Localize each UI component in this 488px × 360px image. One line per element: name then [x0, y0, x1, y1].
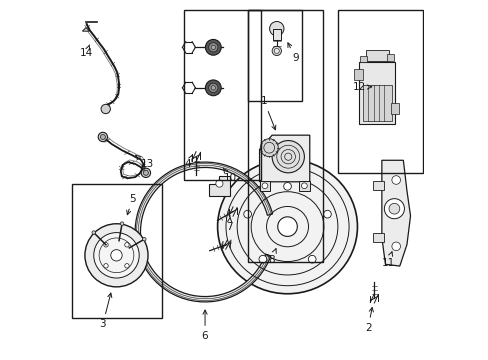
Polygon shape — [259, 135, 309, 182]
Bar — [365, 50, 388, 60]
Circle shape — [308, 255, 315, 263]
Text: 8: 8 — [267, 249, 276, 265]
Circle shape — [388, 203, 399, 214]
Bar — [247, 10, 301, 101]
Circle shape — [94, 233, 139, 278]
Circle shape — [259, 255, 266, 263]
Text: 5: 5 — [126, 194, 136, 215]
Polygon shape — [381, 160, 410, 266]
Circle shape — [271, 140, 304, 173]
Bar — [359, 55, 366, 62]
Circle shape — [100, 134, 105, 139]
Text: 6: 6 — [202, 310, 208, 341]
Circle shape — [384, 199, 404, 219]
Circle shape — [103, 264, 108, 268]
Circle shape — [111, 249, 122, 261]
Circle shape — [391, 176, 400, 184]
Bar — [362, 85, 391, 121]
Bar — [353, 69, 362, 80]
Circle shape — [215, 180, 223, 187]
Circle shape — [283, 183, 291, 190]
Circle shape — [260, 139, 278, 157]
Wedge shape — [135, 162, 272, 302]
Text: 9: 9 — [287, 43, 299, 63]
Bar — [390, 103, 399, 114]
Bar — [259, 181, 270, 191]
Circle shape — [141, 168, 150, 177]
Circle shape — [271, 46, 281, 55]
Text: 10: 10 — [223, 168, 237, 183]
Circle shape — [277, 217, 297, 237]
Bar — [372, 233, 383, 242]
Text: 3: 3 — [100, 293, 112, 329]
Bar — [183, 10, 260, 180]
Circle shape — [85, 224, 148, 287]
Text: 13: 13 — [135, 155, 153, 169]
Bar — [386, 54, 394, 61]
Circle shape — [211, 45, 215, 49]
Circle shape — [143, 170, 148, 175]
Circle shape — [211, 86, 215, 90]
Circle shape — [269, 22, 284, 36]
Circle shape — [274, 48, 279, 53]
Text: 14: 14 — [80, 45, 93, 58]
Bar — [298, 181, 309, 191]
Circle shape — [103, 243, 108, 247]
Circle shape — [208, 83, 218, 93]
Circle shape — [124, 243, 129, 247]
Circle shape — [208, 42, 218, 52]
Text: 4: 4 — [184, 155, 192, 169]
Circle shape — [205, 80, 221, 96]
Text: 2: 2 — [364, 307, 373, 333]
Circle shape — [244, 210, 251, 218]
Circle shape — [101, 104, 110, 114]
Bar — [372, 181, 383, 190]
Polygon shape — [208, 176, 230, 196]
Text: 1: 1 — [261, 96, 275, 130]
Bar — [359, 62, 394, 125]
Text: 7: 7 — [225, 217, 232, 232]
Polygon shape — [82, 28, 89, 31]
Text: 11: 11 — [381, 252, 394, 268]
Circle shape — [262, 183, 267, 189]
Circle shape — [124, 264, 129, 268]
Circle shape — [142, 238, 146, 241]
Circle shape — [205, 40, 221, 55]
Circle shape — [323, 210, 330, 218]
Circle shape — [98, 132, 107, 141]
Bar — [337, 10, 422, 173]
Bar — [247, 10, 323, 262]
Bar — [272, 29, 280, 40]
Ellipse shape — [217, 159, 357, 294]
Bar — [72, 184, 162, 318]
Circle shape — [92, 231, 95, 234]
Circle shape — [391, 242, 400, 251]
Circle shape — [301, 183, 306, 189]
Text: 12: 12 — [352, 82, 371, 93]
Circle shape — [120, 222, 123, 225]
